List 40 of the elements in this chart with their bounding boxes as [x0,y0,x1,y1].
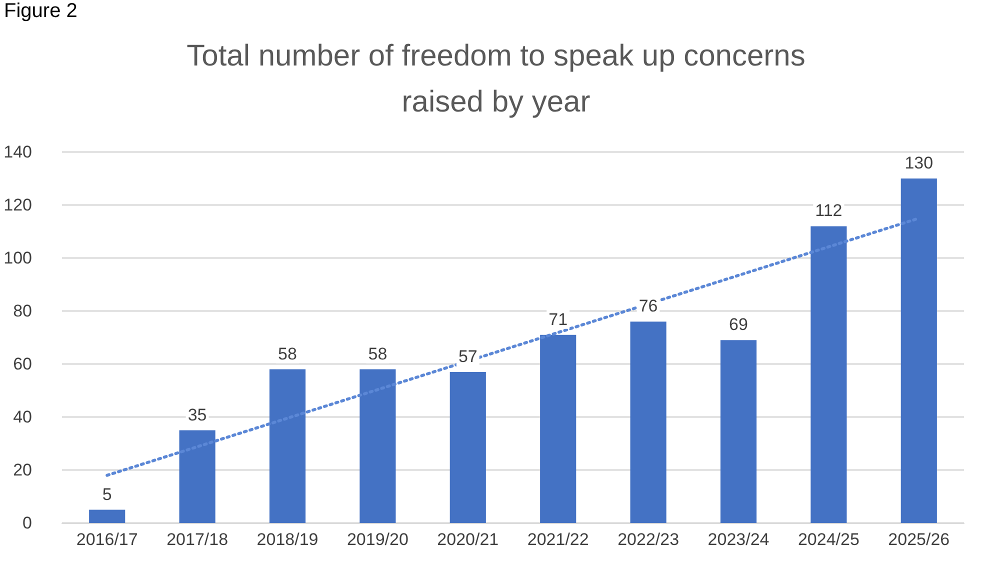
data-label: 57 [458,346,478,366]
bar [450,372,486,523]
bar [630,322,666,523]
y-tick-label: 20 [13,460,32,480]
bar [810,226,847,523]
data-label: 71 [548,310,568,329]
y-tick-label: 40 [13,408,32,426]
data-label: 69 [729,315,748,334]
x-tick-label: 2019/20 [346,530,408,549]
y-tick-label: 0 [22,514,32,532]
x-tick-label: 2022/23 [618,530,680,549]
x-tick-label: 2020/21 [437,530,499,549]
x-tick-label: 2024/25 [798,530,860,549]
chart-title: Total number of freedom to speak up concerns raised by year [186,40,806,118]
bar [179,430,216,523]
bar [720,340,757,523]
y-tick-label: 60 [13,354,32,374]
y-tick-label: 100 [4,248,32,268]
bar [269,369,306,523]
data-label: 35 [188,405,207,424]
x-tick-label: 2018/19 [256,530,318,549]
data-label: 112 [815,201,842,220]
y-tick-label: 80 [13,302,32,320]
bar [540,334,576,523]
y-tick-label: 120 [4,196,32,214]
data-label: 58 [368,344,388,364]
x-tick-label: 2023/24 [708,530,770,549]
x-tick-label: 2017/18 [166,530,228,549]
x-tick-label: 2021/22 [527,530,589,549]
caption: Figure 2 [4,0,78,23]
data-label: 130 [904,154,934,172]
bar [900,178,937,523]
data-label: 76 [638,296,658,316]
x-tick-label: 2016/17 [76,530,138,549]
bar [89,510,126,523]
bar [360,369,396,523]
y-tick-label: 140 [4,142,32,162]
data-label: 58 [278,344,297,364]
data-label: 5 [102,484,112,504]
x-tick-label: 2025/26 [888,530,950,549]
